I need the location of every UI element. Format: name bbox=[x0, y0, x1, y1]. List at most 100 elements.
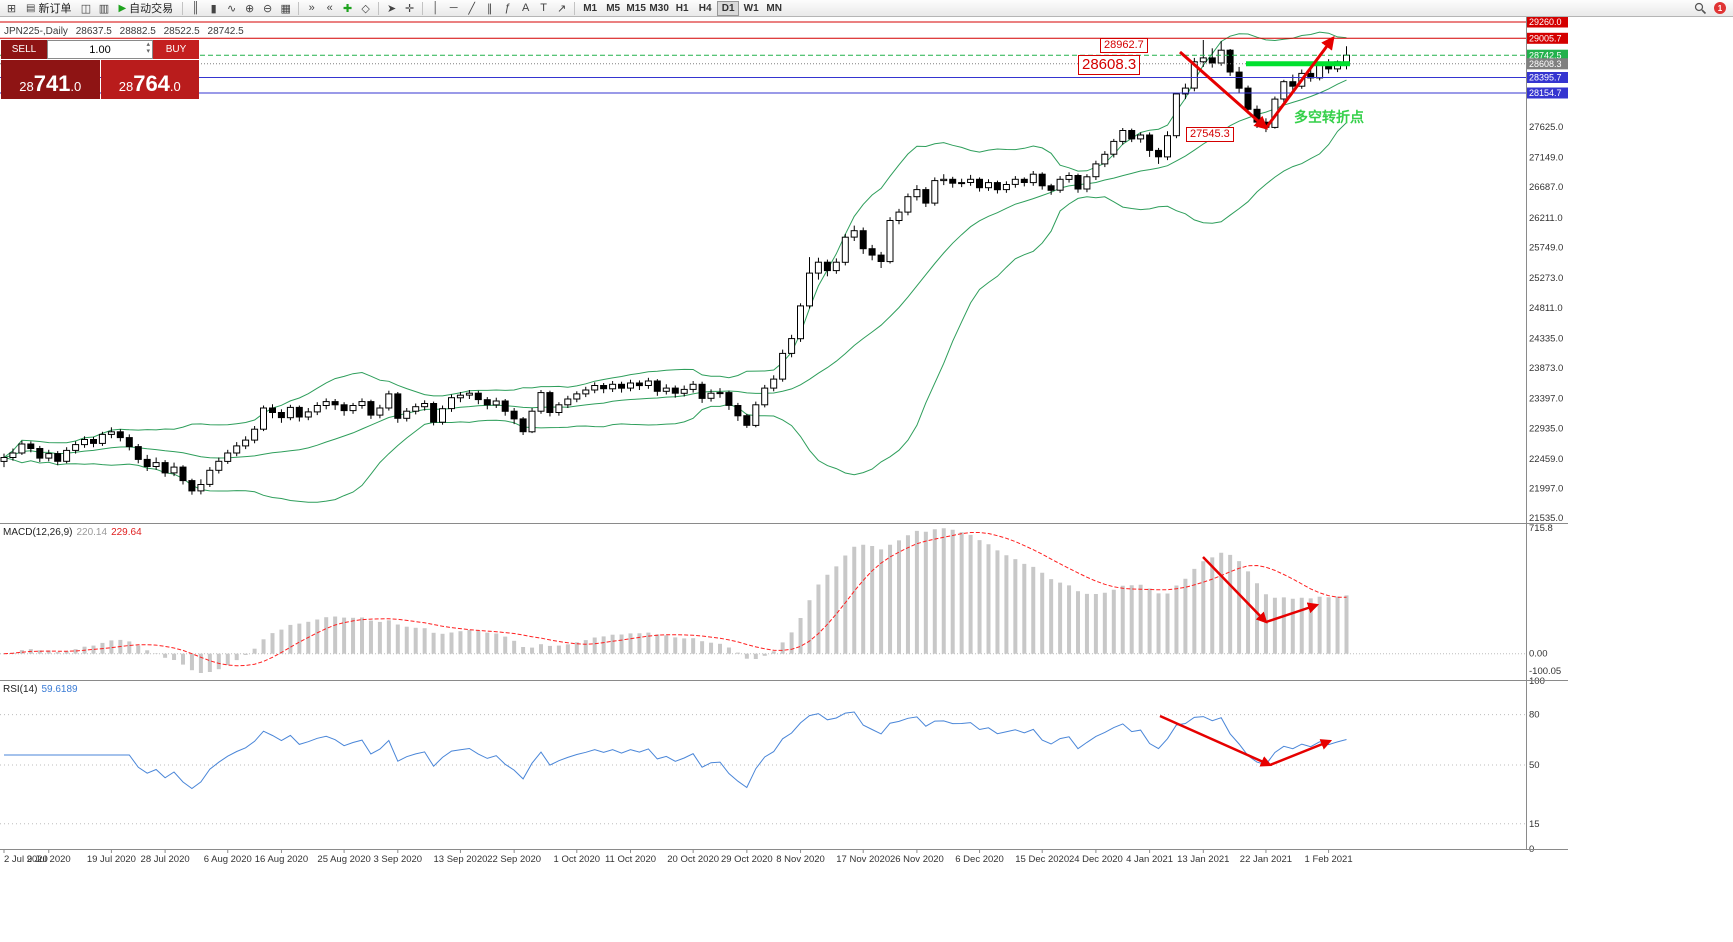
fibonacci-icon[interactable]: ƒ bbox=[504, 2, 511, 14]
toolbar-separator bbox=[182, 1, 184, 15]
zoom-out-icon[interactable]: ⊖ bbox=[263, 2, 273, 15]
sell-price-box[interactable]: 28 741.0 bbox=[1, 60, 100, 99]
panel-separators[interactable] bbox=[0, 16, 1568, 850]
zoom-in-icon[interactable]: ⊕ bbox=[245, 2, 255, 15]
bar-chart-mode-icon[interactable]: ║ bbox=[191, 2, 200, 14]
price-annotation-label[interactable]: 28962.7 bbox=[1100, 38, 1148, 54]
notifications-badge[interactable]: 1 bbox=[1714, 2, 1726, 14]
svg-text:16 Aug 2020: 16 Aug 2020 bbox=[255, 854, 308, 865]
svg-text:29005.7: 29005.7 bbox=[1529, 34, 1562, 44]
svg-text:24335.0: 24335.0 bbox=[1529, 333, 1563, 344]
sell-price-prefix: 28 bbox=[19, 78, 34, 94]
sell-button[interactable]: SELL bbox=[1, 40, 47, 59]
new-order-button-label: 新订单 bbox=[38, 3, 72, 15]
svg-text:28608.3: 28608.3 bbox=[1529, 59, 1562, 69]
symbol-period-label: JPN225-,Daily bbox=[4, 26, 68, 37]
volume-spinner: ▴ ▾ bbox=[146, 41, 150, 55]
svg-text:6 Aug 2020: 6 Aug 2020 bbox=[204, 854, 252, 865]
new-order-icon: ▤ bbox=[26, 2, 36, 14]
timeframe-h1[interactable]: H1 bbox=[675, 2, 689, 14]
turning-point-note[interactable]: 多空转折点 bbox=[1294, 109, 1364, 125]
volume-input[interactable]: 1.00 ▴ ▾ bbox=[47, 40, 153, 59]
svg-text:26211.0: 26211.0 bbox=[1529, 213, 1563, 224]
svg-text:2 Jul 2020: 2 Jul 2020 bbox=[4, 854, 48, 865]
tile-windows-icon[interactable]: ▦ bbox=[280, 2, 291, 15]
horizontal-line-icon[interactable]: ─ bbox=[449, 2, 458, 14]
timeframe-m5[interactable]: M5 bbox=[606, 2, 621, 14]
rsi-name: RSI(14) bbox=[3, 684, 38, 695]
drawn-objects[interactable] bbox=[1159, 35, 1350, 767]
buy-price-box[interactable]: 28 764.0 bbox=[100, 60, 199, 99]
objects-list-icon[interactable]: ◇ bbox=[361, 2, 370, 15]
new-order-button[interactable]: ▤ 新订单 bbox=[21, 1, 76, 16]
timeframe-d1[interactable]: D1 bbox=[717, 0, 740, 16]
svg-text:100: 100 bbox=[1529, 676, 1545, 687]
toolbar-separator bbox=[574, 1, 576, 15]
indicators-icon[interactable]: ✚ bbox=[343, 2, 353, 15]
cursor-icon[interactable]: ➤ bbox=[387, 2, 397, 15]
arrow-objects-icon[interactable]: ↗ bbox=[557, 2, 567, 15]
sell-price-big: 741 bbox=[33, 71, 71, 97]
search-icon[interactable] bbox=[1692, 1, 1709, 16]
svg-text:26687.0: 26687.0 bbox=[1529, 182, 1563, 193]
svg-text:22935.0: 22935.0 bbox=[1529, 423, 1563, 434]
volume-increase-icon[interactable]: ▴ bbox=[146, 41, 150, 48]
new-chart-icon[interactable]: ⊞ bbox=[6, 2, 17, 15]
buy-price-suffix: .0 bbox=[169, 78, 181, 94]
svg-text:1 Feb 2021: 1 Feb 2021 bbox=[1305, 854, 1353, 865]
toolbar-right: 1 bbox=[1692, 1, 1730, 16]
bollinger-bands bbox=[3, 31, 1347, 503]
rsi-panel bbox=[0, 711, 1526, 825]
autotrading-button[interactable]: ▶ 自动交易 bbox=[113, 1, 178, 16]
one-click-trading-panel: SELL 1.00 ▴ ▾ BUY 28 741.0 28 764.0 bbox=[1, 40, 199, 99]
svg-text:28154.7: 28154.7 bbox=[1529, 88, 1562, 98]
ohlc-high: 28882.5 bbox=[119, 26, 156, 37]
auto-scroll-icon[interactable]: » bbox=[308, 2, 315, 14]
price-annotation-label[interactable]: 28608.3 bbox=[1078, 55, 1141, 75]
line-chart-mode-icon[interactable]: ∿ bbox=[227, 2, 237, 15]
timeframe-h4[interactable]: H4 bbox=[698, 2, 712, 14]
market-watch-icon[interactable]: ◫ bbox=[80, 2, 92, 15]
trendline-icon[interactable]: ╱ bbox=[468, 2, 475, 15]
timeframe-w1[interactable]: W1 bbox=[743, 2, 759, 14]
candlestick-mode-icon[interactable]: ▮ bbox=[210, 2, 217, 15]
svg-text:29 Oct 2020: 29 Oct 2020 bbox=[721, 854, 773, 865]
macd-name: MACD(12,26,9) bbox=[3, 527, 73, 538]
text-label-icon[interactable]: T bbox=[540, 2, 548, 14]
candlesticks bbox=[0, 40, 1350, 495]
text-icon[interactable]: A bbox=[521, 2, 530, 14]
svg-text:1 Oct 2020: 1 Oct 2020 bbox=[554, 854, 600, 865]
crosshair-icon[interactable]: ✛ bbox=[405, 2, 415, 15]
ohlc-low: 28522.5 bbox=[163, 26, 200, 37]
macd-main-value: 220.14 bbox=[76, 527, 108, 538]
timeframe-m30[interactable]: M30 bbox=[649, 2, 669, 14]
svg-text:21535.0: 21535.0 bbox=[1529, 513, 1563, 524]
price-annotation-label[interactable]: 27545.3 bbox=[1186, 127, 1234, 143]
svg-text:3 Sep 2020: 3 Sep 2020 bbox=[373, 854, 422, 865]
buy-button[interactable]: BUY bbox=[153, 40, 199, 59]
timeframe-m1[interactable]: M1 bbox=[583, 2, 598, 14]
rsi-indicator-label: RSI(14) 59.6189 bbox=[3, 684, 82, 695]
macd-panel bbox=[0, 528, 1526, 673]
macd-indicator-label: MACD(12,26,9) 220.14 229.64 bbox=[3, 527, 146, 538]
svg-text:22 Jan 2021: 22 Jan 2021 bbox=[1240, 854, 1292, 865]
macd-signal-value: 229.64 bbox=[111, 527, 142, 538]
timeframe-m15[interactable]: M15 bbox=[626, 2, 646, 14]
navigator-icon[interactable]: ▥ bbox=[98, 2, 110, 15]
horizontal-level-lines[interactable] bbox=[0, 21, 1526, 94]
svg-text:24811.0: 24811.0 bbox=[1529, 303, 1563, 314]
svg-text:13 Sep 2020: 13 Sep 2020 bbox=[434, 854, 488, 865]
chart-shift-icon[interactable]: « bbox=[326, 2, 333, 14]
sell-price-suffix: .0 bbox=[70, 78, 82, 94]
channel-icon[interactable]: ∥ bbox=[486, 2, 493, 15]
svg-text:22 Sep 2020: 22 Sep 2020 bbox=[487, 854, 541, 865]
timeframe-mn[interactable]: MN bbox=[766, 2, 782, 14]
volume-decrease-icon[interactable]: ▾ bbox=[146, 48, 150, 55]
svg-text:29260.0: 29260.0 bbox=[1529, 17, 1562, 27]
vertical-line-icon[interactable]: │ bbox=[432, 2, 440, 14]
